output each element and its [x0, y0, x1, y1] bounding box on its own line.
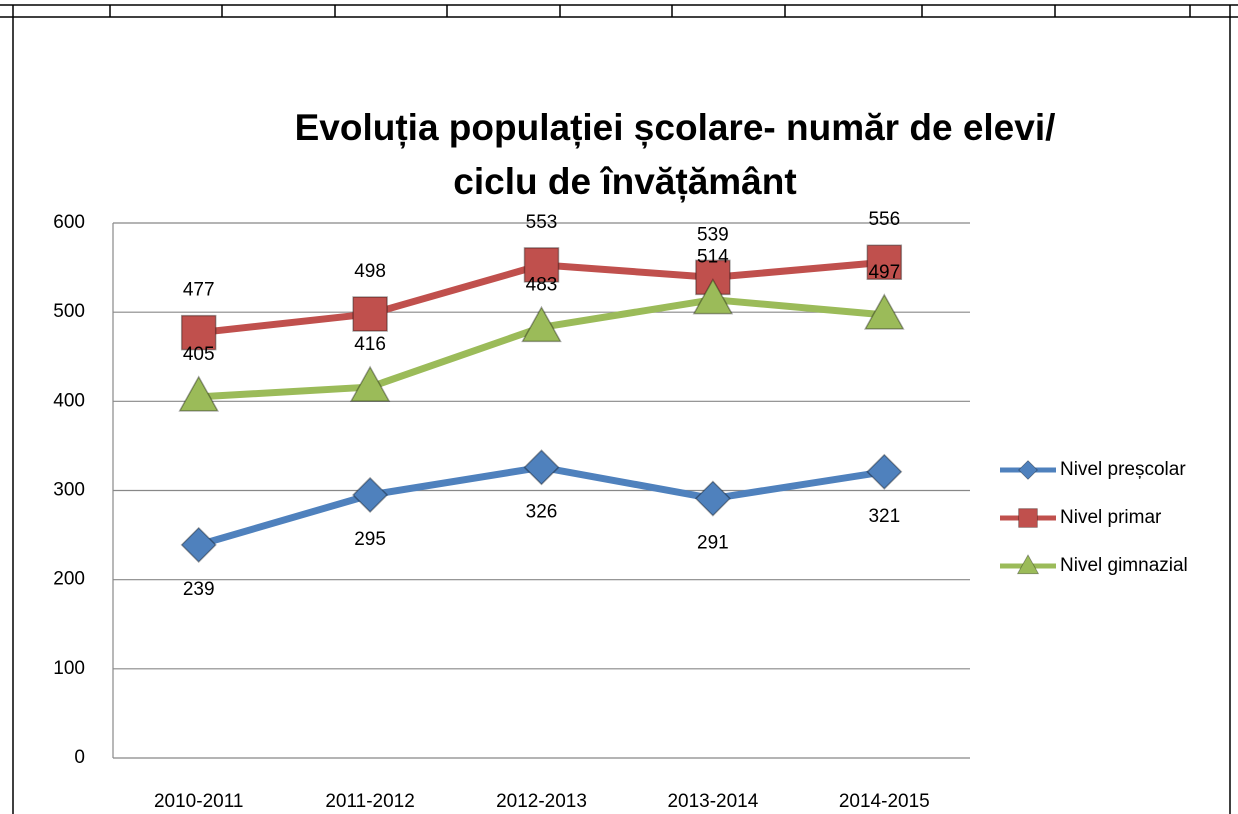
data-point: [695, 259, 731, 296]
data-label: 483: [526, 274, 558, 295]
x-tick-label: 2010-2011: [154, 791, 243, 812]
data-point: [349, 365, 391, 402]
legend-label: Nivel primar: [1060, 507, 1162, 528]
data-label: 553: [526, 212, 558, 233]
y-tick-label: 100: [53, 658, 85, 679]
table-frame: [0, 4, 1238, 814]
y-tick-label: 400: [53, 390, 85, 411]
y-tick-label: 600: [53, 212, 85, 233]
data-label: 416: [354, 334, 386, 355]
legend-marker: [1018, 460, 1038, 480]
legend-marker: [1016, 554, 1040, 575]
y-tick-label: 500: [53, 301, 85, 322]
data-label: 295: [354, 529, 386, 550]
y-tick-label: 200: [53, 569, 85, 590]
data-label: 239: [183, 579, 215, 600]
legend-label: Nivel preșcolar: [1060, 459, 1186, 480]
data-point: [523, 247, 560, 283]
data-point: [864, 293, 905, 330]
data-label: 326: [526, 501, 558, 522]
data-label: 514: [697, 247, 729, 268]
data-label: 556: [868, 209, 900, 230]
data-point: [521, 305, 562, 343]
data-point: [694, 480, 731, 517]
data-label: 291: [697, 533, 729, 554]
data-label: 477: [183, 280, 215, 301]
x-tick-label: 2012-2013: [496, 791, 587, 812]
chart-title: Evoluția populației școlare- număr de el…: [295, 107, 1056, 149]
y-tick-label: 300: [53, 480, 85, 501]
x-tick-label: 2011-2012: [325, 791, 414, 812]
data-point: [866, 453, 903, 490]
legend-marker: [1018, 508, 1038, 528]
data-label: 497: [868, 262, 900, 283]
data-point: [692, 278, 734, 315]
data-label: 321: [868, 506, 900, 527]
data-point: [180, 314, 217, 351]
data-label: 539: [697, 224, 729, 245]
data-label: 405: [183, 344, 215, 365]
data-point: [866, 244, 903, 280]
chart-title: ciclu de învățământ: [453, 161, 796, 203]
data-point: [180, 526, 217, 563]
data-point: [523, 449, 560, 486]
legend-label: Nivel gimnazial: [1060, 555, 1188, 576]
data-point: [178, 375, 219, 412]
x-tick-label: 2013-2014: [667, 791, 758, 812]
data-point: [352, 296, 388, 332]
x-tick-label: 2014-2015: [839, 791, 930, 812]
y-tick-label: 0: [74, 747, 85, 768]
data-label: 498: [354, 261, 386, 282]
data-point: [352, 476, 389, 514]
